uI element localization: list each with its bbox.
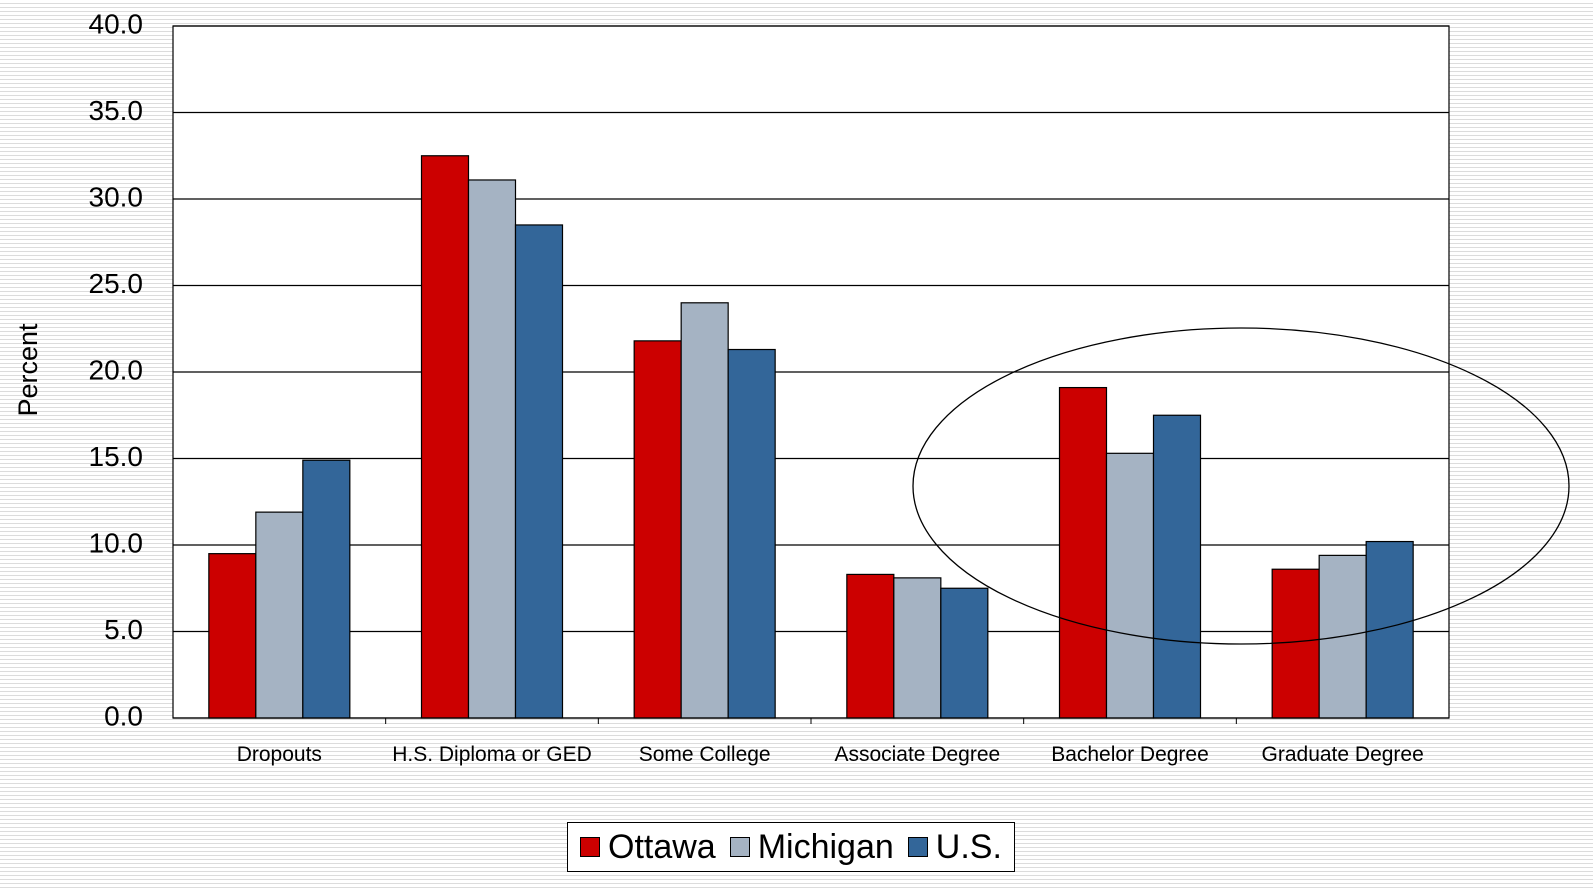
x-tick-label: Dropouts: [236, 743, 322, 766]
bar: [1105, 452, 1155, 719]
y-tick-label: 15.0: [89, 441, 144, 472]
y-tick-label: 35.0: [89, 95, 144, 126]
x-tick-label: Bachelor Degree: [1051, 743, 1209, 766]
bar: [1271, 568, 1320, 719]
x-tick-label: Associate Degree: [834, 743, 1001, 766]
plot-border: [172, 25, 1450, 719]
bar: [302, 459, 351, 719]
bar: [208, 553, 257, 719]
bar: [1058, 386, 1108, 719]
bar: [940, 587, 989, 719]
legend-label: U.S.: [935, 827, 1002, 866]
bar: [680, 302, 729, 719]
bar: [893, 577, 942, 719]
y-tick-label: 5.0: [104, 614, 143, 645]
legend-swatch: [729, 837, 750, 857]
y-tick-label: 25.0: [89, 268, 144, 299]
bar: [846, 573, 895, 719]
y-tick-label: 30.0: [89, 181, 144, 212]
y-tick-label: 0.0: [104, 700, 143, 731]
bar: [514, 224, 564, 719]
y-tick-label: 40.0: [89, 8, 144, 39]
legend-label: Michigan: [757, 827, 894, 866]
legend-swatch: [580, 837, 600, 857]
y-tick-label: 20.0: [89, 354, 144, 385]
legend-label: Ottawa: [608, 827, 716, 866]
y-tick-label: 10.0: [89, 527, 144, 558]
bar: [1318, 554, 1367, 719]
x-tick-label: Graduate Degree: [1261, 743, 1424, 766]
annotation-ellipse: [912, 327, 1570, 645]
x-tick-label: H.S. Diploma or GED: [392, 743, 592, 766]
x-tick-label: Some College: [638, 743, 771, 766]
bar: [420, 155, 470, 719]
bar: [727, 348, 776, 719]
bar: [1365, 540, 1414, 719]
y-axis-label: Percent: [13, 323, 43, 417]
bar: [255, 511, 304, 719]
legend: Ottawa Michigan U.S.: [567, 822, 1015, 872]
bar: [633, 340, 682, 719]
legend-swatch: [907, 837, 928, 857]
bar: [467, 179, 517, 719]
bar: [1152, 414, 1202, 719]
legend-item: Ottawa: [580, 828, 716, 867]
legend-item: Michigan: [729, 827, 894, 867]
legend-item: U.S.: [907, 827, 1002, 867]
